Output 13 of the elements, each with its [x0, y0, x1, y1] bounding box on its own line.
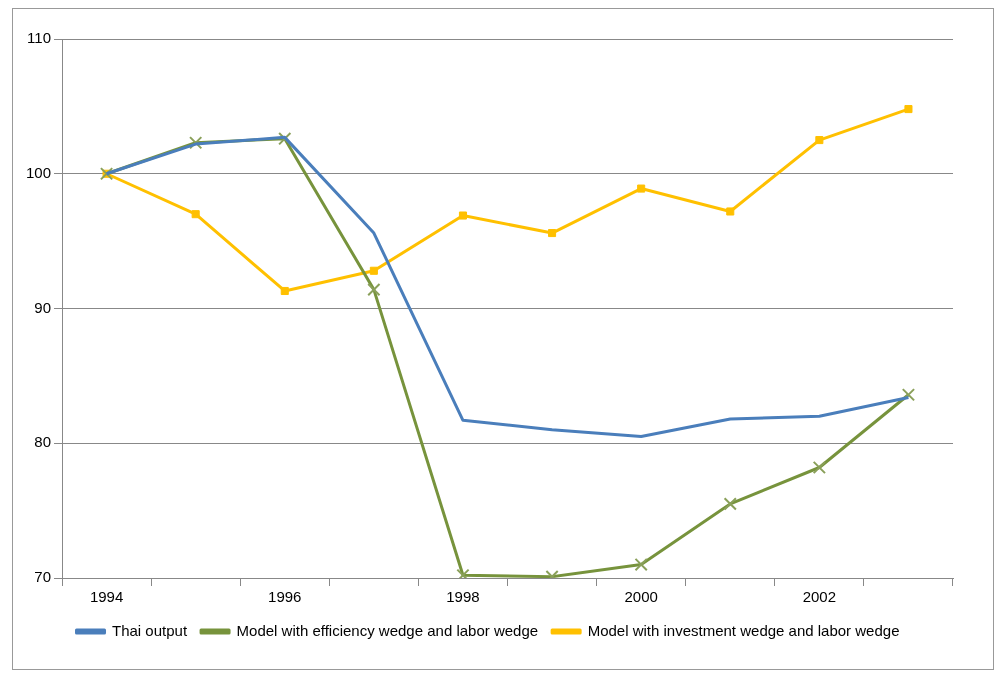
x-tick-label: 2002: [802, 588, 837, 606]
y-tick-label: 90: [34, 298, 52, 316]
y-tick-label: 80: [34, 433, 52, 451]
y-tick-label: 70: [34, 568, 52, 586]
x-tick-label: 1998: [446, 588, 480, 606]
y-tick-label: 110: [27, 29, 52, 47]
x-tick-label: 1994: [89, 588, 124, 606]
y-tick-label: 100: [26, 163, 52, 181]
x-tick-label: 1996: [268, 588, 302, 606]
legend-label: Model with investment wedge and labor wedge: [587, 621, 900, 639]
legend-label: Thai output: [112, 621, 188, 639]
legend-label: Model with efficiency wedge and labor wedge: [236, 621, 539, 639]
x-tick-label: 2000: [624, 588, 658, 606]
